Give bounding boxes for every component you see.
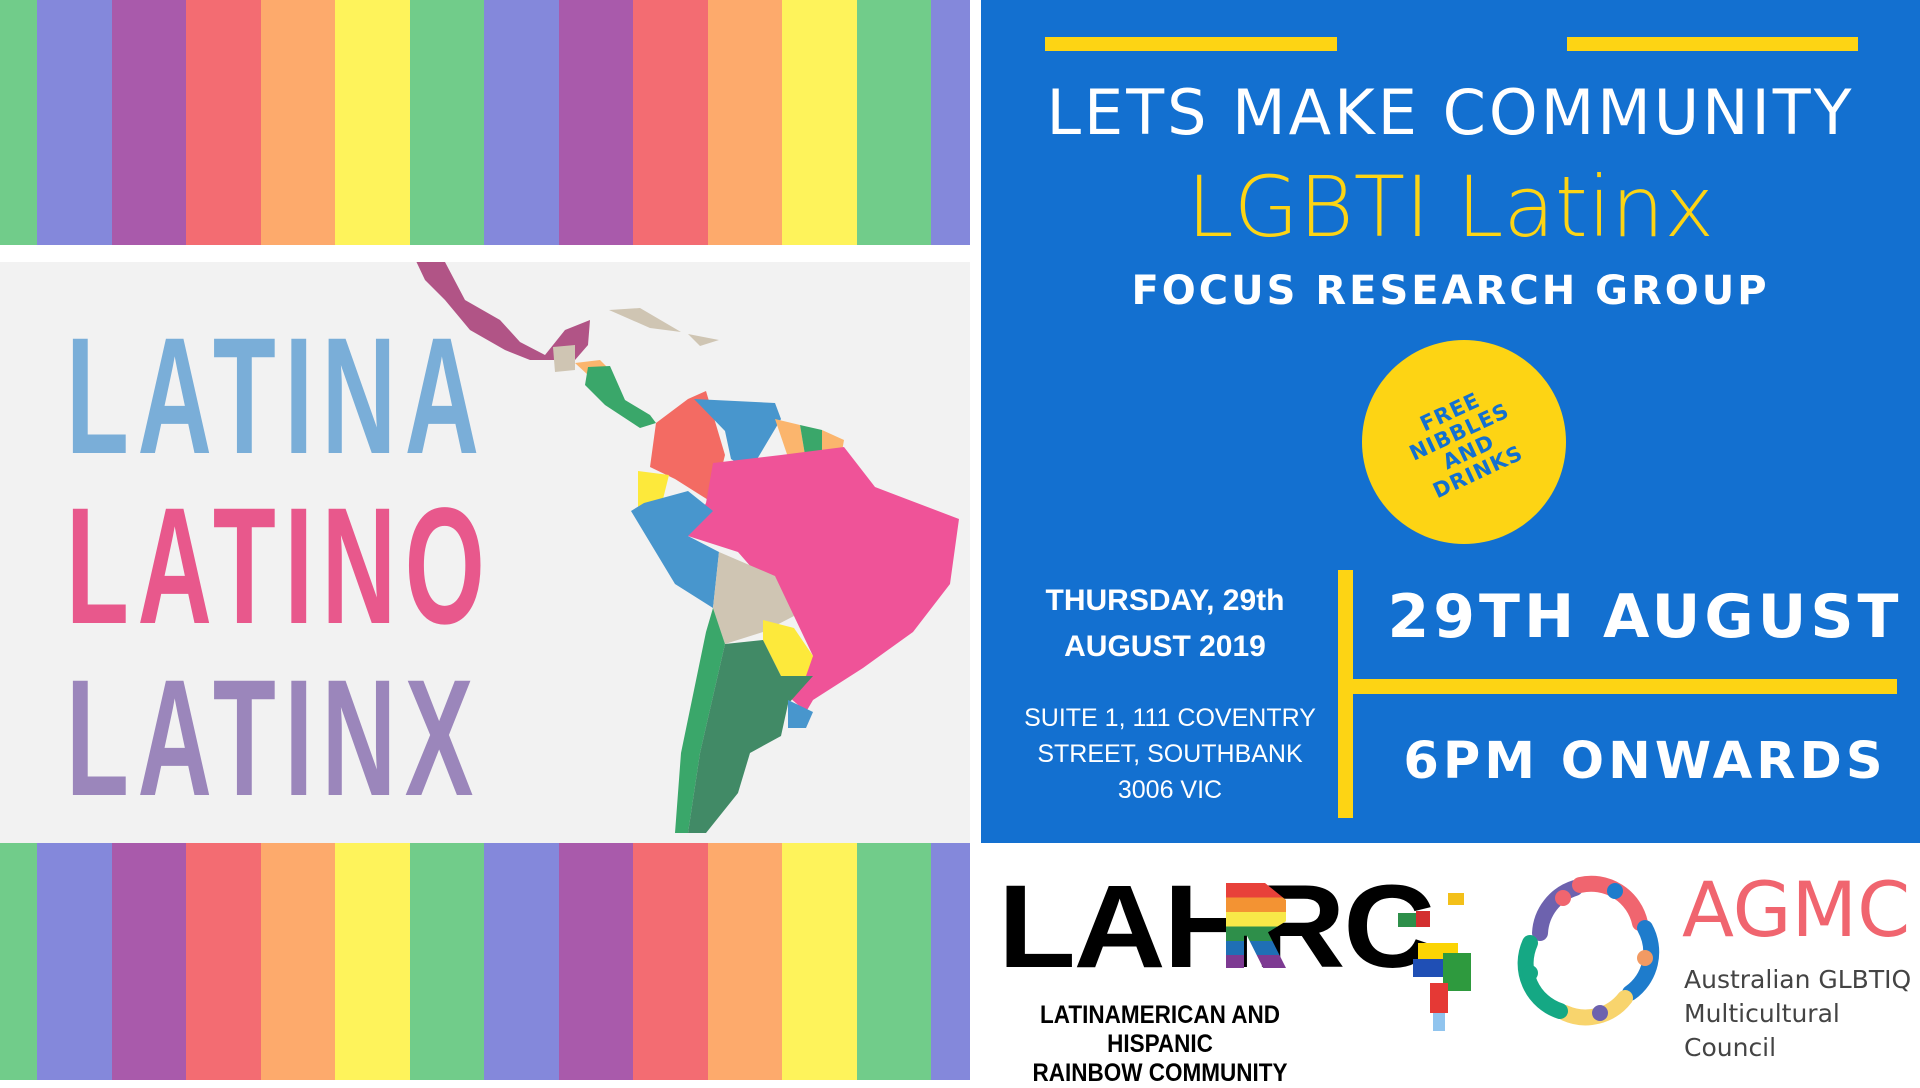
- event-address: SUITE 1, 111 COVENTRY STREET, SOUTHBANK …: [1010, 700, 1330, 808]
- date-big: 29TH AUGUST: [1387, 582, 1903, 652]
- latin-america-map: [416, 262, 959, 833]
- rainbow-stripe: [931, 843, 970, 1080]
- rainbow-stripe: [335, 843, 410, 1080]
- rainbow-stripe: [707, 843, 782, 1080]
- word-latino: LATINO: [66, 474, 494, 659]
- rainbow-stripe: [335, 0, 410, 245]
- rainbow-stripes-bottom: [0, 843, 970, 1080]
- rainbow-stripe: [111, 0, 186, 245]
- rainbow-stripe: [558, 843, 633, 1080]
- address-line: STREET, SOUTHBANK: [1037, 740, 1303, 768]
- agmc-line: Multicultural Council: [1684, 999, 1840, 1062]
- rainbow-stripe: [856, 843, 931, 1080]
- headline: LETS MAKE COMMUNITY: [1046, 76, 1855, 149]
- rainbow-stripe: [409, 0, 484, 245]
- free-food-badge: FREE NIBBLES AND DRINKS: [1362, 340, 1566, 544]
- latin-panel: LATINA LATINO LATINX: [0, 262, 970, 843]
- time-big: 6PM ONWARDS: [1403, 732, 1887, 791]
- decor-bar-left: [1045, 37, 1337, 51]
- divider-horizontal: [1353, 679, 1897, 694]
- lahrc-mark: LAHRC: [998, 861, 1435, 993]
- date-line: AUGUST 2019: [1064, 630, 1266, 663]
- rainbow-stripe: [633, 843, 708, 1080]
- address-line: 3006 VIC: [1117, 776, 1223, 804]
- word-latina: LATINA: [66, 304, 488, 489]
- agmc-caption: Australian GLBTIQ Multicultural Council: [1684, 963, 1920, 1065]
- sponsor-logos: LAHRC LATINAMERICAN AND HISPANIC RAINBOW…: [970, 843, 1920, 1087]
- lahrc-caption: LATINAMERICAN AND HISPANIC RAINBOW COMMU…: [998, 1001, 1322, 1088]
- subtitle: LGBTI Latinx: [1186, 158, 1715, 256]
- agmc-mark: AGMC: [1682, 865, 1911, 954]
- rainbow-stripe: [484, 843, 559, 1080]
- lahrc-line: LATINAMERICAN AND HISPANIC: [1040, 1001, 1280, 1058]
- divider-vertical: [1338, 570, 1353, 818]
- rainbow-stripe: [37, 0, 112, 245]
- tagline: FOCUS RESEARCH GROUP: [1131, 268, 1770, 314]
- agmc-ring-icon: [1517, 875, 1660, 1026]
- rainbow-stripe: [260, 0, 335, 245]
- rainbow-stripe: [633, 0, 708, 245]
- rainbow-stripe: [707, 0, 782, 245]
- rainbow-stripe: [186, 0, 261, 245]
- rainbow-stripe: [484, 0, 559, 245]
- rainbow-stripe: [111, 843, 186, 1080]
- rainbow-stripe: [186, 843, 261, 1080]
- address-line: SUITE 1, 111 COVENTRY: [1024, 704, 1316, 732]
- rainbow-stripe: [856, 0, 931, 245]
- rainbow-stripe: [409, 843, 484, 1080]
- rainbow-stripe: [558, 0, 633, 245]
- rainbow-stripe: [931, 0, 970, 245]
- rainbow-stripe: [37, 843, 112, 1080]
- word-latinx: LATINX: [66, 646, 483, 831]
- rainbow-stripe: [782, 0, 857, 245]
- flags-map-icon: [1398, 893, 1471, 1031]
- agmc-line: Australian GLBTIQ: [1684, 965, 1912, 994]
- rainbow-stripe: [260, 843, 335, 1080]
- decor-bar-right: [1567, 37, 1858, 51]
- rainbow-stripes-top: [0, 0, 970, 245]
- rainbow-stripe: [782, 843, 857, 1080]
- date-line: THURSDAY, 29th: [1045, 584, 1285, 617]
- rainbow-stripe: [0, 843, 37, 1080]
- rainbow-stripe: [0, 0, 37, 245]
- event-date-text: THURSDAY, 29th AUGUST 2019: [1010, 578, 1320, 670]
- lahrc-line: RAINBOW COMMUNITY: [1032, 1059, 1288, 1087]
